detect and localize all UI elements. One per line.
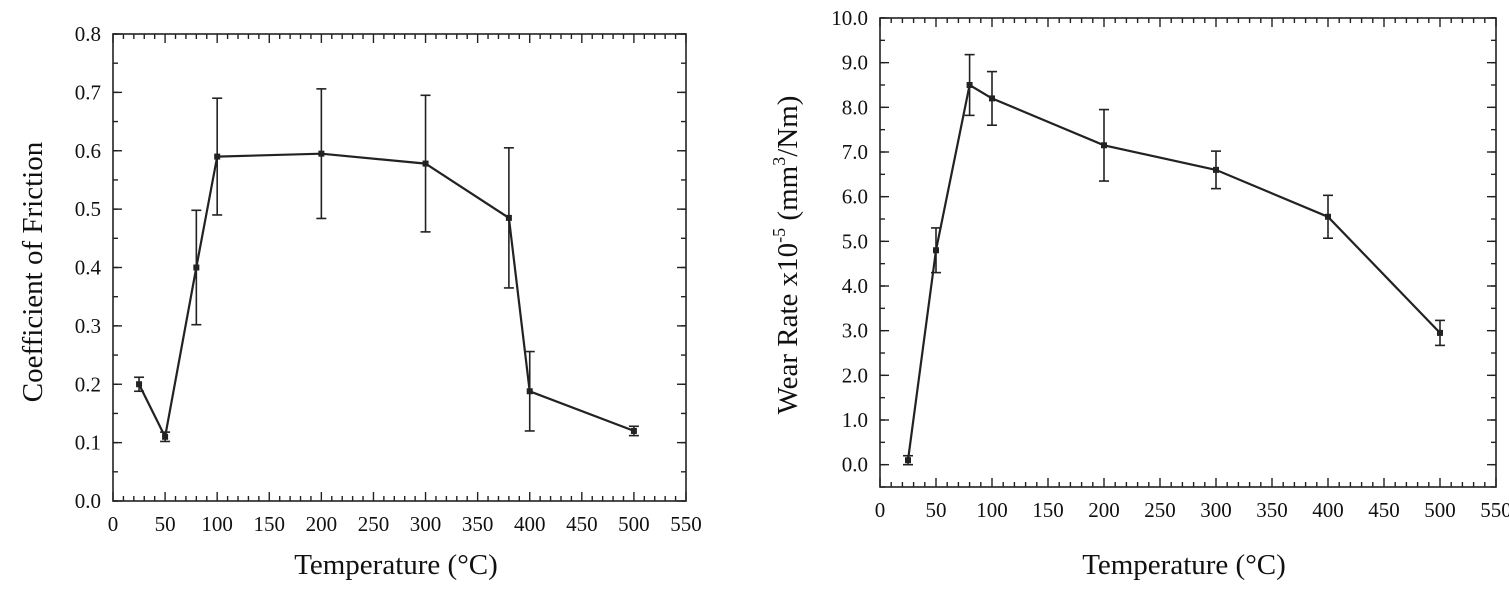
wear-x-tick-label: 350 bbox=[1256, 498, 1288, 522]
wear-y-tick-label: 0.0 bbox=[842, 453, 868, 477]
friction-y-tick-label: 0.4 bbox=[75, 256, 102, 280]
friction-y-tick-label: 0.5 bbox=[75, 197, 101, 221]
friction-x-tick-label: 400 bbox=[514, 512, 546, 536]
wear-x-tick-label: 500 bbox=[1424, 498, 1456, 522]
friction-x-tick-label: 250 bbox=[358, 512, 390, 536]
wear-data-point bbox=[966, 82, 973, 88]
wear-x-axis-title: Temperature (°C) bbox=[1082, 549, 1286, 581]
wear-x-tick-label: 100 bbox=[976, 498, 1008, 522]
wear-data-point bbox=[989, 95, 995, 102]
wear-y-tick-label: 5.0 bbox=[842, 229, 868, 253]
friction-y-tick-label: 0.2 bbox=[75, 372, 101, 396]
wear-data-point bbox=[1437, 329, 1443, 336]
wear-y-axis-title: Wear Rate x10-5 (mm3/Nm) bbox=[769, 96, 804, 415]
friction-series-line bbox=[138, 152, 635, 441]
friction-x-tick-label: 350 bbox=[462, 512, 494, 536]
wear-y-tick-label: 10.0 bbox=[831, 6, 868, 30]
friction-y-axis-title: Coefficient of Friction bbox=[17, 141, 49, 402]
wear-data-point bbox=[1213, 166, 1219, 173]
wear-y-title-exponent-2: 3 bbox=[769, 157, 789, 166]
friction-data-point bbox=[214, 153, 221, 160]
friction-x-tick-label: 150 bbox=[254, 512, 286, 536]
wear-x-tick-label: 50 bbox=[926, 498, 947, 522]
friction-y-tick-label: 0.8 bbox=[75, 22, 101, 46]
wear-data-point bbox=[1101, 142, 1107, 149]
wear-x-tick-label: 300 bbox=[1200, 498, 1232, 522]
friction-x-tick-label: 50 bbox=[155, 512, 176, 536]
wear-y-tick-label: 4.0 bbox=[842, 274, 868, 298]
wear-x-tick-label: 450 bbox=[1368, 498, 1400, 522]
wear-y-tick-label: 3.0 bbox=[842, 319, 868, 343]
friction-data-point bbox=[136, 381, 143, 388]
wear-data-point bbox=[933, 247, 939, 254]
wear-y-tick-label: 1.0 bbox=[842, 408, 868, 432]
wear-x-tick-label: 200 bbox=[1088, 498, 1120, 522]
friction-y-tick-label: 0.3 bbox=[75, 314, 101, 338]
wear-x-tick-label: 0 bbox=[875, 498, 886, 522]
wear-y-tick-label: 8.0 bbox=[842, 95, 868, 119]
friction-data-point bbox=[630, 427, 637, 434]
wear-x-tick-label: 550 bbox=[1480, 498, 1509, 522]
friction-data-point bbox=[505, 214, 512, 221]
wear-y-title-exponent-1: -5 bbox=[769, 228, 789, 243]
wear-y-tick-label: 9.0 bbox=[842, 51, 868, 75]
wear-x-tick-label: 150 bbox=[1032, 498, 1064, 522]
friction-data-point bbox=[422, 160, 429, 167]
friction-x-tick-label: 300 bbox=[410, 512, 442, 536]
wear-series-line bbox=[906, 83, 1441, 461]
wear-y-title-part-1: Wear Rate x10 bbox=[772, 243, 804, 415]
wear-y-tick-label: 7.0 bbox=[842, 140, 868, 164]
wear-y-tick-label: 6.0 bbox=[842, 185, 868, 209]
friction-y-tick-label: 0.6 bbox=[75, 139, 101, 163]
wear-y-title-part-3: /Nm) bbox=[772, 96, 804, 157]
friction-y-tick-label: 0.0 bbox=[75, 489, 101, 513]
friction-data-point bbox=[526, 388, 533, 395]
friction-data-point bbox=[162, 433, 169, 440]
friction-y-tick-label: 0.7 bbox=[75, 80, 101, 104]
friction-data-point bbox=[193, 264, 200, 271]
wear-data-point bbox=[905, 457, 911, 464]
friction-data-point bbox=[318, 150, 325, 157]
wear-x-tick-label: 250 bbox=[1144, 498, 1176, 522]
wear-y-tick-label: 2.0 bbox=[842, 363, 868, 387]
wear-rate-chart: Temperature (°C) Wear Rate x10-5 (mm3/Nm… bbox=[769, 6, 1509, 581]
friction-x-tick-label: 500 bbox=[618, 512, 650, 536]
wear-plot-frame bbox=[879, 17, 1497, 488]
wear-y-title-part-2: (mm bbox=[772, 165, 804, 227]
friction-x-tick-label: 100 bbox=[201, 512, 233, 536]
wear-data-point bbox=[1325, 213, 1331, 220]
friction-x-tick-label: 200 bbox=[306, 512, 338, 536]
wear-x-tick-label: 400 bbox=[1312, 498, 1344, 522]
friction-chart: Temperature (°C) Coefficient of Friction… bbox=[17, 22, 702, 581]
friction-y-tick-label: 0.1 bbox=[75, 431, 101, 455]
friction-x-axis-title: Temperature (°C) bbox=[294, 549, 498, 581]
friction-x-tick-label: 0 bbox=[108, 512, 119, 536]
friction-x-tick-label: 550 bbox=[670, 512, 702, 536]
friction-x-tick-label: 450 bbox=[566, 512, 598, 536]
